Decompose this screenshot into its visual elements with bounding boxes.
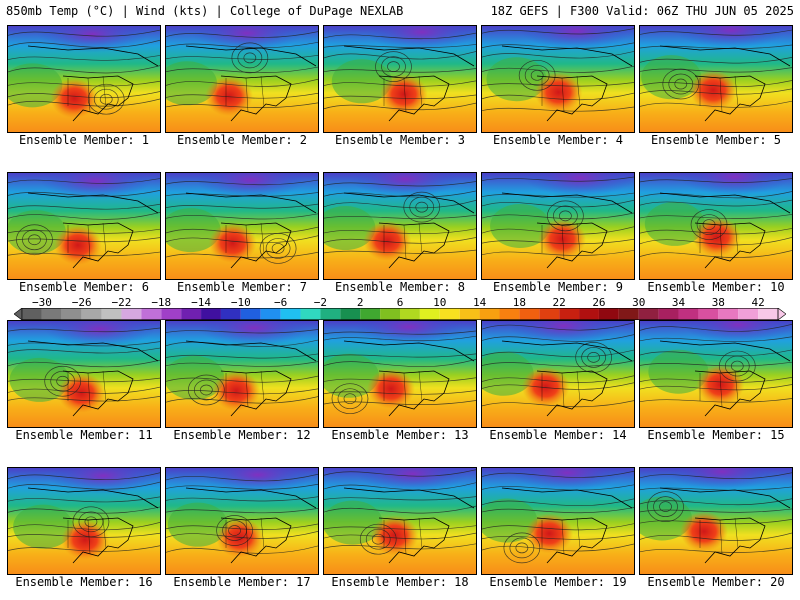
ensemble-member-label: Ensemble Member: 1 bbox=[18, 133, 150, 147]
colorbar-tick-label: −2 bbox=[313, 296, 328, 309]
ensemble-member-label: Ensemble Member: 7 bbox=[176, 280, 308, 294]
ensemble-member-label: Ensemble Member: 17 bbox=[173, 575, 311, 589]
ensemble-member-label: Ensemble Member: 10 bbox=[647, 280, 785, 294]
colorbar-tick-label: 10 bbox=[433, 296, 447, 309]
ensemble-map-panel bbox=[639, 320, 793, 428]
colorbar-tick-label: 26 bbox=[592, 296, 606, 309]
colorbar-tick-label: 30 bbox=[632, 296, 646, 309]
ensemble-member-label: Ensemble Member: 19 bbox=[489, 575, 627, 589]
ensemble-member-label: Ensemble Member: 13 bbox=[331, 428, 469, 442]
ensemble-map-panel bbox=[323, 25, 477, 133]
colorbar-tick-label: −30 bbox=[31, 296, 52, 309]
colorbar-tick-label: 18 bbox=[512, 296, 526, 309]
colorbar-tick-label: −18 bbox=[151, 296, 172, 309]
colorbar-tick-label: −10 bbox=[230, 296, 251, 309]
ensemble-member-label: Ensemble Member: 12 bbox=[173, 428, 311, 442]
ensemble-map-panel bbox=[7, 320, 161, 428]
ensemble-member-label: Ensemble Member: 6 bbox=[18, 280, 150, 294]
ensemble-member-label: Ensemble Member: 16 bbox=[15, 575, 153, 589]
ensemble-member-label: Ensemble Member: 2 bbox=[176, 133, 308, 147]
ensemble-member-label: Ensemble Member: 4 bbox=[492, 133, 624, 147]
ensemble-member-label: Ensemble Member: 18 bbox=[331, 575, 469, 589]
ensemble-map-panel bbox=[323, 320, 477, 428]
colorbar-tick-label: 42 bbox=[751, 296, 765, 309]
ensemble-map-panel bbox=[165, 172, 319, 280]
ensemble-member-label: Ensemble Member: 9 bbox=[492, 280, 624, 294]
colorbar-tick-label: 6 bbox=[396, 296, 404, 309]
colorbar-tick-label: 22 bbox=[552, 296, 566, 309]
header-title: 850mb Temp (°C) | Wind (kts) | College o… bbox=[6, 4, 404, 18]
ensemble-map-panel bbox=[481, 320, 635, 428]
header-valid-time: 18Z GEFS | F300 Valid: 06Z THU JUN 05 20… bbox=[490, 4, 794, 18]
ensemble-member-label: Ensemble Member: 20 bbox=[647, 575, 785, 589]
ensemble-map-panel bbox=[639, 25, 793, 133]
colorbar-tick-label: −6 bbox=[274, 296, 288, 309]
ensemble-map-panel bbox=[7, 25, 161, 133]
colorbar-tick-label: −26 bbox=[71, 296, 92, 309]
ensemble-map-panel bbox=[481, 25, 635, 133]
ensemble-map-panel bbox=[165, 467, 319, 575]
colorbar-tick-label: 38 bbox=[711, 296, 725, 309]
colorbar-tick-label: −22 bbox=[111, 296, 132, 309]
ensemble-member-label: Ensemble Member: 3 bbox=[334, 133, 466, 147]
ensemble-map-panel bbox=[165, 320, 319, 428]
colorbar-tick-label: −14 bbox=[191, 296, 211, 309]
colorbar-tick-label: 14 bbox=[472, 296, 487, 309]
ensemble-map-panel bbox=[639, 172, 793, 280]
ensemble-map-panel bbox=[323, 467, 477, 575]
colorbar-tick-label: 2 bbox=[356, 296, 364, 309]
ensemble-map-panel bbox=[323, 172, 477, 280]
ensemble-map-panel bbox=[639, 467, 793, 575]
ensemble-member-label: Ensemble Member: 15 bbox=[647, 428, 785, 442]
ensemble-map-panel bbox=[7, 172, 161, 280]
ensemble-map-panel bbox=[165, 25, 319, 133]
ensemble-map-panel bbox=[7, 467, 161, 575]
ensemble-member-label: Ensemble Member: 11 bbox=[15, 428, 153, 442]
temperature-colorbar bbox=[14, 308, 786, 320]
ensemble-member-label: Ensemble Member: 14 bbox=[489, 428, 627, 442]
ensemble-member-label: Ensemble Member: 5 bbox=[650, 133, 782, 147]
ensemble-member-label: Ensemble Member: 8 bbox=[334, 280, 466, 294]
ensemble-map-panel bbox=[481, 172, 635, 280]
colorbar-tick-label: 34 bbox=[671, 296, 686, 309]
ensemble-map-panel bbox=[481, 467, 635, 575]
